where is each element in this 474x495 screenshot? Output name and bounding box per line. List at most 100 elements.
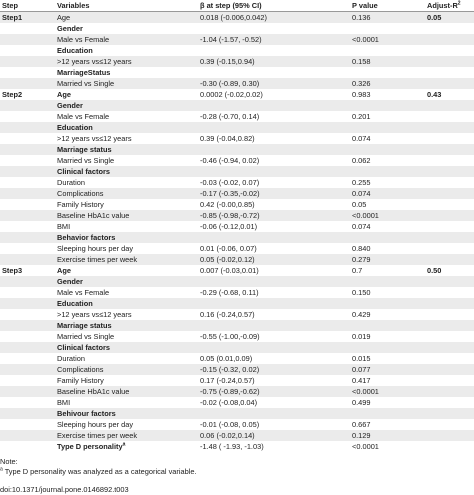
table-cell: 0.43 bbox=[427, 89, 441, 100]
table-cell: 0.077 bbox=[352, 364, 371, 375]
cell-text: -0.55 (-1.00,-0.09) bbox=[200, 332, 260, 341]
cell-text: Married vs Single bbox=[57, 79, 115, 88]
table-cell: 0.201 bbox=[352, 111, 371, 122]
header-cell: Step bbox=[2, 0, 18, 11]
cell-text: Age bbox=[57, 266, 71, 275]
table-cell: Duration bbox=[57, 177, 85, 188]
cell-text: -0.46 (-0.94, 0.02) bbox=[200, 156, 260, 165]
table-row: Married vs Single -0.55 (-1.00,-0.09) 0.01… bbox=[0, 331, 474, 342]
cell-text: 0.007 (-0.03,0.01) bbox=[200, 266, 259, 275]
cell-text: -0.15 (-0.32, 0.02) bbox=[200, 365, 260, 374]
cell-text: >12 years vs≤12 years bbox=[57, 57, 132, 66]
table-cell: 0.39 (-0.04,0.82) bbox=[200, 133, 255, 144]
table-cell: Step1 bbox=[2, 12, 22, 23]
cell-text: 0.42 (-0.00,0.85) bbox=[200, 200, 255, 209]
table-cell: 0.255 bbox=[352, 177, 371, 188]
cell-text: Sleeping hours per day bbox=[57, 244, 134, 253]
table-cell: Type D personalitya bbox=[57, 441, 125, 452]
cell-text: Male vs Female bbox=[57, 35, 110, 44]
table-cell: 0.429 bbox=[352, 309, 371, 320]
table-row: Exercise times per week 0.06 (-0.02,0.14)… bbox=[0, 430, 474, 441]
cell-text: 0.136 bbox=[352, 13, 371, 22]
cell-text: Duration bbox=[57, 354, 85, 363]
cell-text: -0.28 (-0.70, 0.14) bbox=[200, 112, 260, 121]
table-cell: Sleeping hours per day bbox=[57, 243, 133, 254]
table-cell: 0.0002 (-0.02,0.02) bbox=[200, 89, 263, 100]
table-cell: Family History bbox=[57, 375, 104, 386]
table-cell: BMI bbox=[57, 397, 70, 408]
table-cell: Education bbox=[57, 122, 93, 133]
table-row: Clinical factors bbox=[0, 342, 474, 353]
table-cell: 0.50 bbox=[427, 265, 441, 276]
cell-text: Exercise times per week bbox=[57, 255, 138, 264]
table-cell: Step2 bbox=[2, 89, 22, 100]
table-cell: Exercise times per week bbox=[57, 430, 137, 441]
table-row: Male vs Female -0.29 (-0.68, 0.11) 0.150 bbox=[0, 287, 474, 298]
cell-text: Clinical factors bbox=[57, 167, 110, 176]
table-cell: <0.0001 bbox=[352, 210, 379, 221]
cell-text: Complications bbox=[57, 365, 104, 374]
table-row: Duration 0.05 (0.01,0.09) 0.015 bbox=[0, 353, 474, 364]
cell-text: 0.019 bbox=[352, 332, 371, 341]
footnote-marker: a bbox=[0, 466, 3, 473]
table-cell: >12 years vs≤12 years bbox=[57, 56, 132, 67]
cell-text: 0.16 (-0.24,0.57) bbox=[200, 310, 255, 319]
cell-text: 0.01 (-0.06, 0.07) bbox=[200, 244, 257, 253]
table-cell: -0.03 (-0.02, 0.07) bbox=[200, 177, 259, 188]
cell-text: -1.04 (-1.57, -0.52) bbox=[200, 35, 262, 44]
table-row: Marriage status bbox=[0, 320, 474, 331]
table-cell: Sleeping hours per day bbox=[57, 419, 133, 430]
table-cell: Behivour factors bbox=[57, 408, 116, 419]
cell-text: -0.03 (-0.02, 0.07) bbox=[200, 178, 260, 187]
table-cell: 0.7 bbox=[352, 265, 362, 276]
header-text: Variables bbox=[57, 1, 90, 10]
table-cell: Clinical factors bbox=[57, 166, 110, 177]
table-cell: Duration bbox=[57, 353, 85, 364]
table-row: Step1 Age 0.018 (-0.006,0.042) 0.136 0.05 bbox=[0, 12, 474, 23]
cell-text: 0.158 bbox=[352, 57, 371, 66]
table-row: Clinical factors bbox=[0, 166, 474, 177]
cell-text: 0.201 bbox=[352, 112, 371, 121]
table-cell: 0.05 (-0.02,0.12) bbox=[200, 254, 255, 265]
cell-text: Marriage status bbox=[57, 145, 112, 154]
table-row: MarriageStatus bbox=[0, 67, 474, 78]
cell-text: Clinical factors bbox=[57, 343, 110, 352]
table-cell: Married vs Single bbox=[57, 78, 114, 89]
cell-text: Male vs Female bbox=[57, 288, 110, 297]
table-cell: Exercise times per week bbox=[57, 254, 137, 265]
cell-text: 0.39 (-0.15,0.94) bbox=[200, 57, 255, 66]
cell-text: Married vs Single bbox=[57, 156, 115, 165]
cell-text: Sleeping hours per day bbox=[57, 420, 134, 429]
table-cell: -1.48 ( -1.93, -1.03) bbox=[200, 441, 264, 452]
cell-text: Gender bbox=[57, 101, 83, 110]
cell-text: Gender bbox=[57, 24, 83, 33]
table-cell: 0.05 (0.01,0.09) bbox=[200, 353, 252, 364]
table-row: Marriage status bbox=[0, 144, 474, 155]
table-cell: 0.42 (-0.00,0.85) bbox=[200, 199, 255, 210]
table-cell: Age bbox=[57, 12, 70, 23]
table-cell: Complications bbox=[57, 364, 103, 375]
table-row: Behavior factors bbox=[0, 232, 474, 243]
table-cell: Married vs Single bbox=[57, 331, 114, 342]
table-cell: Male vs Female bbox=[57, 111, 109, 122]
cell-text: 0.7 bbox=[352, 266, 363, 275]
table-row: Family History 0.17 (-0.24,0.57) 0.417 bbox=[0, 375, 474, 386]
cell-text: Marriage status bbox=[57, 321, 112, 330]
cell-text: 0.018 (-0.006,0.042) bbox=[200, 13, 267, 22]
table-row: >12 years vs≤12 years 0.16 (-0.24,0.57) 0.… bbox=[0, 309, 474, 320]
header-cell: Variables bbox=[57, 0, 89, 11]
header-superscript: 2 bbox=[457, 0, 461, 7]
cell-text: 0.015 bbox=[352, 354, 371, 363]
table-cell: -0.30 (-0.89, 0.30) bbox=[200, 78, 259, 89]
table-cell: BMI bbox=[57, 221, 70, 232]
cell-text: Type D personality bbox=[57, 442, 123, 451]
cell-text: Exercise times per week bbox=[57, 431, 138, 440]
table-cell: 0.158 bbox=[352, 56, 371, 67]
cell-text: 0.150 bbox=[352, 288, 371, 297]
cell-text: Baseline HbA1c value bbox=[57, 387, 130, 396]
table-row: Education bbox=[0, 298, 474, 309]
table-cell: 0.39 (-0.15,0.94) bbox=[200, 56, 255, 67]
cell-text: -1.48 ( -1.93, -1.03) bbox=[200, 442, 264, 451]
table-row: Step2 Age 0.0002 (-0.02,0.02) 0.983 0.43 bbox=[0, 89, 474, 100]
